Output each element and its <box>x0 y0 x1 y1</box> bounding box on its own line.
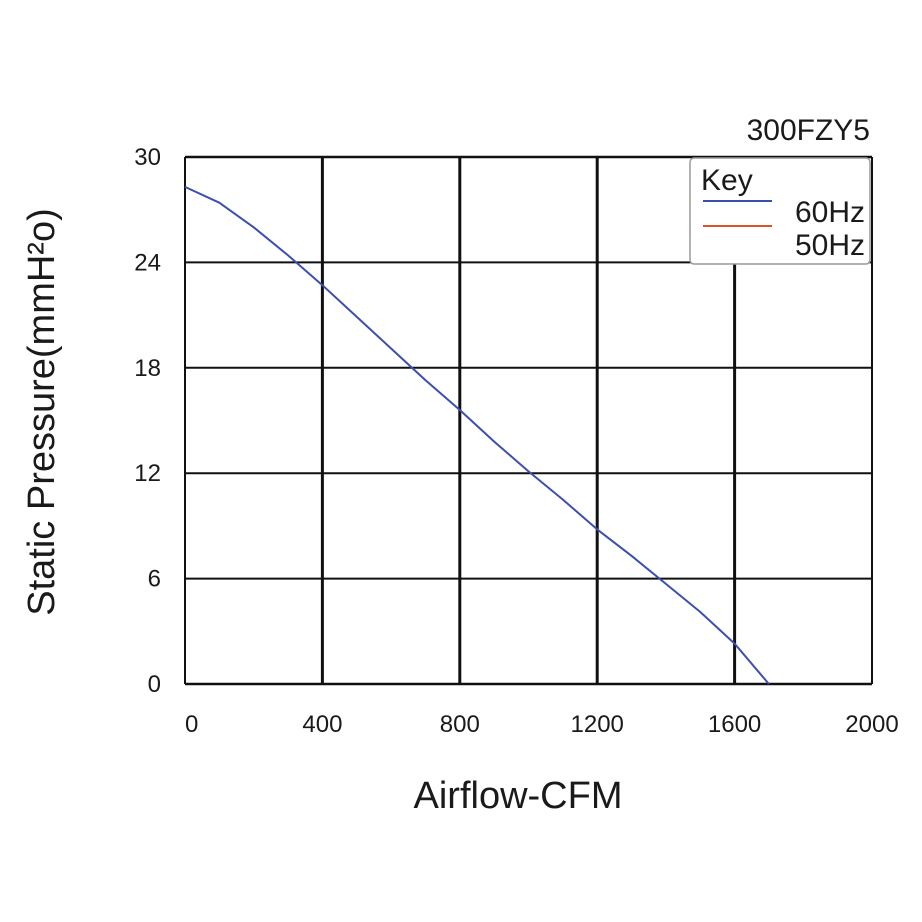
series-line-60hz <box>184 185 770 685</box>
y-tick-label: 18 <box>134 355 161 382</box>
legend-label-60hz: 60Hz <box>795 196 865 229</box>
y-tick-label: 24 <box>134 249 161 276</box>
y-tick-label: 12 <box>134 460 161 487</box>
grid <box>184 155 873 686</box>
legend-title: Key <box>701 164 753 197</box>
x-tick-label: 800 <box>440 711 480 738</box>
x-axis-title: Airflow-CFM <box>414 775 623 817</box>
x-tick-label: 400 <box>302 711 342 738</box>
legend-box <box>689 157 871 265</box>
legend-label-50hz: 50Hz <box>795 229 865 262</box>
x-tick-label: 1600 <box>708 711 761 738</box>
y-axis-title: Static Pressure(mmH²o) <box>21 208 63 616</box>
legend: Key 60Hz 50Hz <box>689 157 871 265</box>
x-tick-label: 1200 <box>571 711 624 738</box>
x-tick-label: 2000 <box>845 711 898 738</box>
y-tick-labels: 0 6 12 18 24 30 <box>134 144 161 698</box>
y-tick-label: 6 <box>148 566 161 593</box>
x-tick-label: 0 <box>185 711 198 738</box>
model-label: 300FZY5 <box>747 114 870 147</box>
x-tick-labels: 0 400 800 1200 1600 2000 <box>185 711 899 738</box>
series-layer <box>184 185 770 685</box>
y-tick-label: 30 <box>134 144 161 171</box>
y-tick-label: 0 <box>148 671 161 698</box>
